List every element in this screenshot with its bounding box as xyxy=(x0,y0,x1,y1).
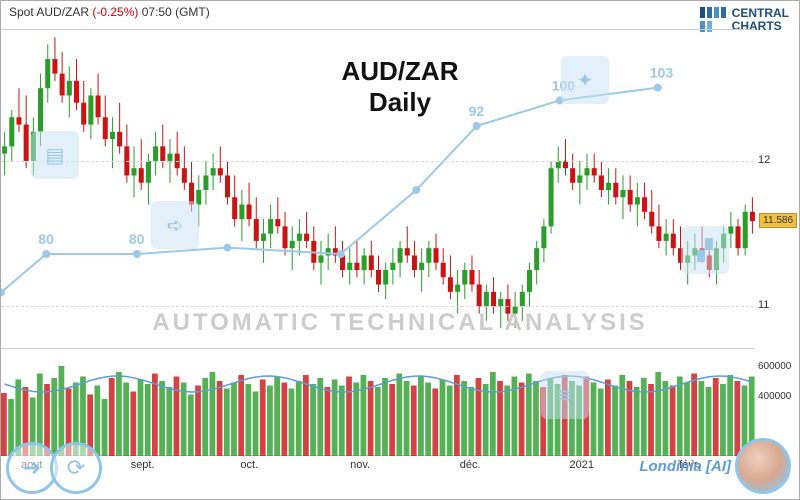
watermark-icon: ▤ xyxy=(31,131,79,179)
x-tick: nov. xyxy=(350,459,370,471)
y-tick: 12 xyxy=(758,154,770,166)
watermark-icon: ➪ xyxy=(151,201,199,249)
x-tick: déc. xyxy=(460,459,481,471)
time-label: 07:50 (GMT) xyxy=(142,5,210,19)
avatar-icon xyxy=(735,438,791,494)
change-label: (-0.25%) xyxy=(92,5,138,19)
gridline xyxy=(1,306,754,307)
ai-avatar[interactable]: Londinia [AI] xyxy=(639,438,791,494)
svg-text:80: 80 xyxy=(38,231,54,247)
current-price-label: 11.586 xyxy=(759,213,797,228)
symbol-label: Spot AUD/ZAR xyxy=(9,5,89,19)
vol-tick: 600000 xyxy=(758,361,791,372)
svg-text:92: 92 xyxy=(469,103,485,119)
x-tick: oct. xyxy=(240,459,258,471)
watermark-icon: ≋ xyxy=(541,371,589,419)
y-tick: 11 xyxy=(758,299,769,311)
watermark-text: AUTOMATIC TECHNICAL ANALYSIS xyxy=(152,309,648,337)
avatar-label: Londinia [AI] xyxy=(639,458,731,475)
gridline xyxy=(1,161,754,162)
nav-circles: ➜ ⟳ xyxy=(6,442,94,494)
chart-header: Spot AUD/ZAR (-0.25%) 07:50 (GMT) xyxy=(9,5,210,19)
chart-title: AUD/ZAR Daily xyxy=(342,56,459,118)
x-tick: 2021 xyxy=(570,459,594,471)
refresh-icon[interactable]: ⟳ xyxy=(50,442,102,494)
vol-tick: 400000 xyxy=(758,391,791,402)
watermark-icon: ▞ xyxy=(681,226,729,274)
svg-text:103: 103 xyxy=(650,65,674,81)
x-tick: sept. xyxy=(131,459,155,471)
price-y-axis: 12 11 11.586 xyxy=(754,29,799,349)
watermark-icon: ✦ xyxy=(561,56,609,104)
svg-text:80: 80 xyxy=(129,231,145,247)
